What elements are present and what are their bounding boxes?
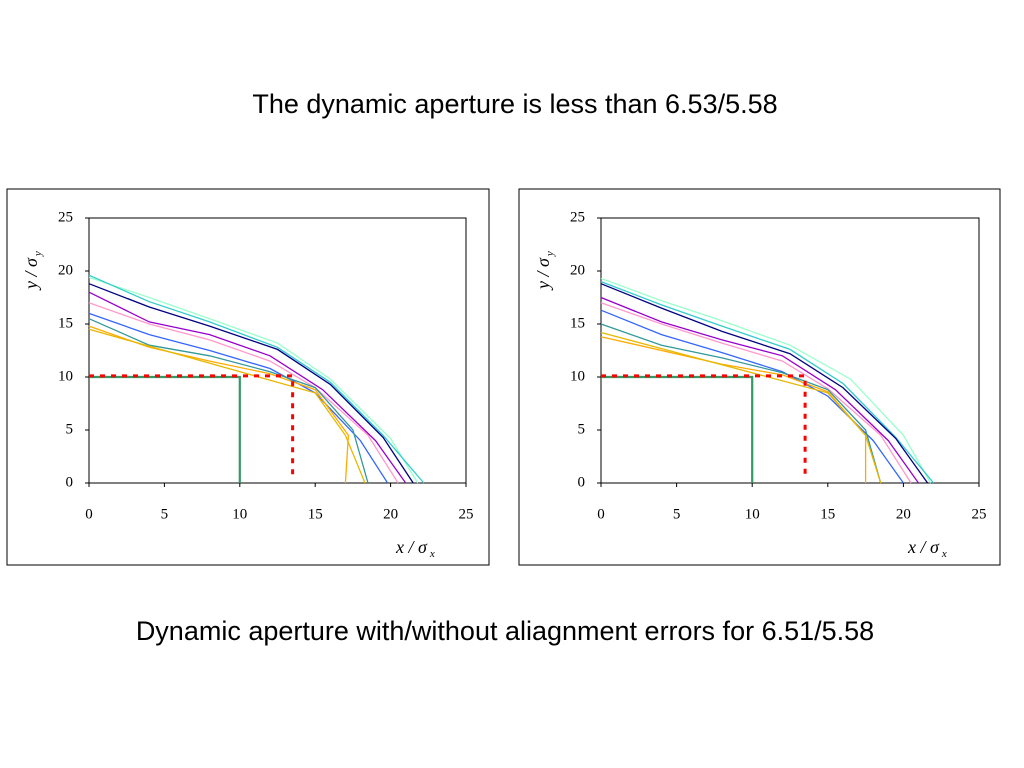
- y-tick-label: 15: [570, 315, 585, 331]
- series-line: [600, 277, 932, 484]
- series-line: [600, 296, 920, 484]
- x-tick-label: 20: [383, 506, 398, 522]
- plot-area: [88, 217, 467, 484]
- series-line: [89, 374, 295, 475]
- x-axis-label-sub: x: [429, 548, 435, 560]
- y-axis-label-group: y / σy: [533, 251, 556, 291]
- chart: 0 5 10 15 20 25 0 5 10 15 20 25 x / σ x y / σy: [518, 188, 1001, 566]
- series-line: [88, 302, 399, 484]
- y-tick-label: 5: [66, 421, 74, 437]
- y-tick-label: 15: [58, 315, 73, 331]
- series-line: [88, 312, 389, 484]
- y-tick-label: 10: [570, 368, 585, 384]
- x-axis-label-sub: x: [941, 548, 947, 560]
- y-tick-label: 25: [570, 209, 585, 225]
- y-axis-label: y / σ: [21, 257, 41, 291]
- x-tick-label: 0: [597, 506, 605, 522]
- series-line: [601, 374, 807, 475]
- x-tick-label: 5: [161, 506, 169, 522]
- y-tick-label: 10: [58, 368, 73, 384]
- series-line: [88, 291, 407, 484]
- y-tick-label: 0: [66, 474, 74, 490]
- x-tick-label: 20: [896, 506, 911, 522]
- x-tick-label: 0: [85, 506, 93, 522]
- caption: Dynamic aperture with/without aliagnment…: [136, 616, 874, 646]
- series-line: [88, 283, 414, 484]
- x-axis-label: x / σ: [395, 537, 428, 557]
- x-tick-label: 10: [232, 506, 247, 522]
- plot-area: [600, 217, 980, 484]
- series-line: [88, 328, 366, 484]
- series-line: [88, 274, 425, 484]
- y-tick-label: 20: [570, 262, 585, 278]
- chart: 0 5 10 15 20 25 0 5 10 15 20 25 x / σ x y / σy: [6, 188, 490, 566]
- y-tick-label: 25: [58, 209, 73, 225]
- series-line: [88, 318, 369, 484]
- x-tick-label: 5: [673, 506, 681, 522]
- x-tick-label: 25: [972, 506, 987, 522]
- x-tick-label: 25: [459, 506, 474, 522]
- slide-title: The dynamic aperture is less than 6.53/5…: [252, 89, 777, 119]
- x-axis-label: x / σ: [907, 537, 940, 557]
- series-line: [600, 302, 912, 484]
- series-line: [600, 283, 929, 484]
- y-axis-label-group: y / σy: [21, 251, 44, 291]
- series-line: [600, 309, 904, 484]
- y-tick-label: 20: [58, 262, 73, 278]
- series-line: [88, 276, 419, 484]
- series-line: [88, 325, 350, 484]
- y-tick-label: 5: [578, 421, 586, 437]
- series-line: [601, 375, 754, 483]
- series-line: [600, 323, 882, 484]
- series-line: [600, 280, 935, 484]
- series-line: [600, 331, 882, 484]
- y-tick-label: 0: [578, 474, 586, 490]
- series-line: [89, 375, 241, 483]
- y-axis-label: y / σ: [533, 257, 553, 291]
- x-tick-label: 15: [820, 506, 835, 522]
- y-axis-label-sub: y: [32, 251, 44, 257]
- x-tick-label: 10: [745, 506, 760, 522]
- y-axis-label-sub: y: [544, 251, 556, 257]
- x-tick-label: 15: [308, 506, 323, 522]
